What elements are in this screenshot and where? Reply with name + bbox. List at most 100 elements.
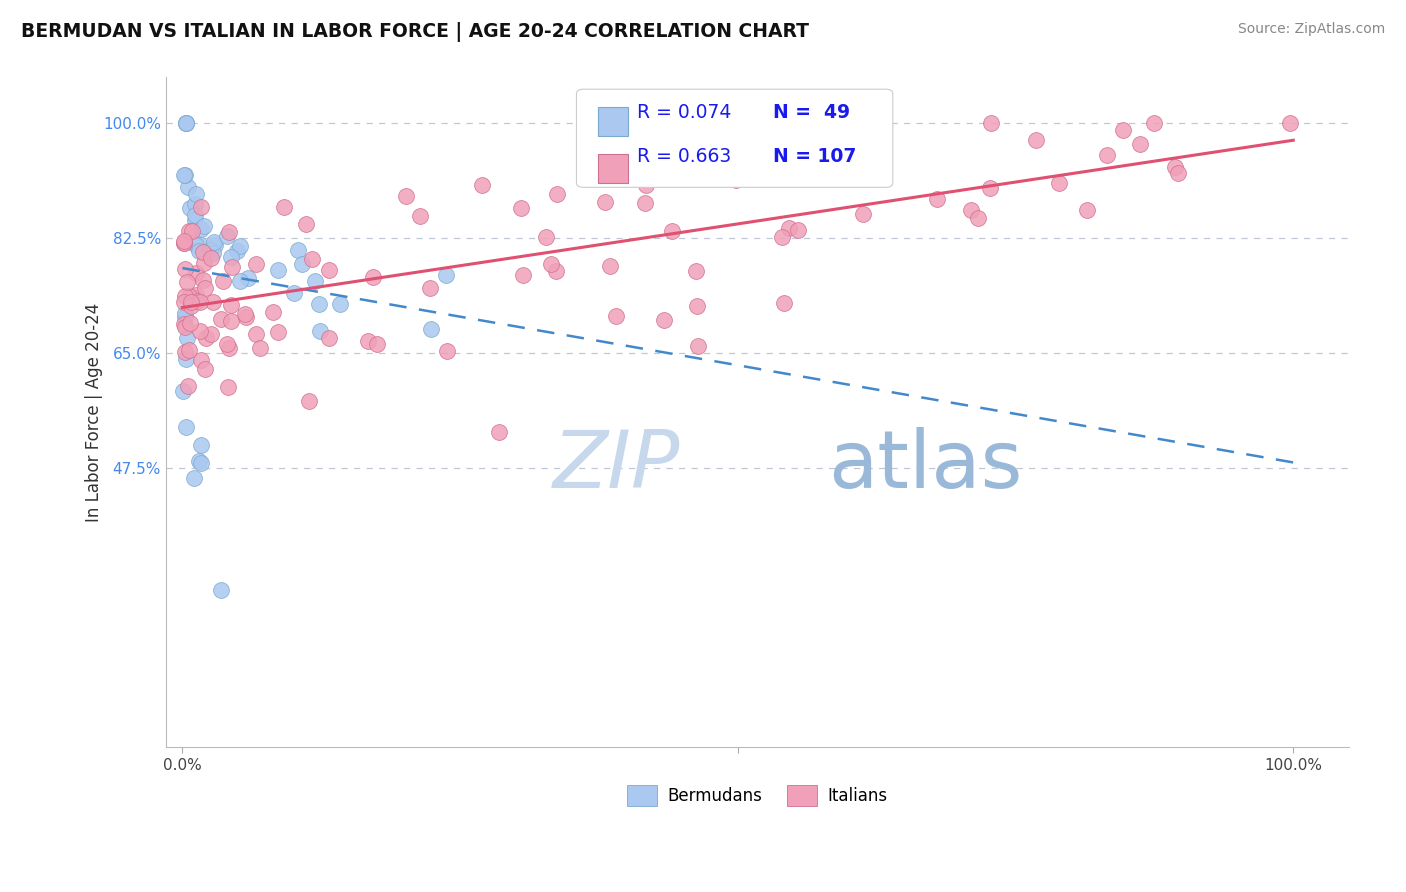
Point xyxy=(179,201,201,215)
Point xyxy=(1129,136,1152,151)
Point xyxy=(778,221,800,235)
Point xyxy=(177,180,200,194)
Point xyxy=(488,425,510,439)
Text: N = 107: N = 107 xyxy=(773,147,856,166)
Point xyxy=(183,470,205,484)
Point xyxy=(181,290,204,304)
Point xyxy=(200,327,222,342)
Point xyxy=(980,116,1002,130)
Point xyxy=(180,299,202,313)
Point xyxy=(960,202,983,217)
Point xyxy=(283,285,305,300)
Point xyxy=(966,211,988,226)
Point xyxy=(644,146,666,161)
Point xyxy=(174,344,197,359)
Point xyxy=(772,296,794,310)
Point xyxy=(190,324,212,338)
Point xyxy=(273,200,295,214)
Point xyxy=(193,219,215,233)
Point xyxy=(218,226,240,240)
Point xyxy=(235,310,257,325)
Point xyxy=(536,230,558,244)
Point xyxy=(249,341,271,355)
Point xyxy=(228,238,250,252)
Point xyxy=(852,159,875,173)
Point xyxy=(1279,116,1302,130)
Point xyxy=(181,224,204,238)
Point xyxy=(190,353,212,368)
Point xyxy=(1164,160,1187,174)
Point xyxy=(190,222,212,236)
Point xyxy=(209,312,232,326)
Point xyxy=(304,274,326,288)
Point xyxy=(509,201,531,215)
Point xyxy=(593,194,616,209)
Point xyxy=(174,116,197,130)
Point xyxy=(191,244,214,259)
Text: ZIP: ZIP xyxy=(553,427,681,505)
Point xyxy=(217,380,239,394)
Point xyxy=(298,393,321,408)
Point xyxy=(200,251,222,265)
Point xyxy=(188,244,211,258)
Point xyxy=(605,309,627,323)
Point xyxy=(979,181,1001,195)
Point xyxy=(221,251,243,265)
Point xyxy=(179,289,201,303)
Point xyxy=(512,268,534,282)
Point xyxy=(204,238,226,252)
Point xyxy=(219,298,242,312)
Point xyxy=(221,260,243,274)
Legend: Bermudans, Italians: Bermudans, Italians xyxy=(620,778,894,813)
Point xyxy=(173,320,195,334)
Point xyxy=(661,224,683,238)
Point xyxy=(172,384,194,398)
Point xyxy=(184,208,207,222)
Point xyxy=(174,310,197,324)
Point xyxy=(540,257,562,271)
Point xyxy=(174,261,197,276)
Point xyxy=(770,230,793,244)
Point xyxy=(202,235,225,249)
Point xyxy=(409,209,432,223)
Point xyxy=(186,238,208,252)
Point xyxy=(434,268,457,282)
Point xyxy=(357,334,380,348)
Point xyxy=(634,196,657,211)
Point xyxy=(686,299,709,313)
Point xyxy=(287,244,309,258)
Point xyxy=(1142,116,1164,130)
Point xyxy=(295,217,318,231)
Point xyxy=(1047,176,1070,190)
Point xyxy=(176,331,198,345)
Point xyxy=(217,337,239,351)
Point xyxy=(212,274,235,288)
Point xyxy=(724,173,747,187)
Point xyxy=(233,307,256,321)
Point xyxy=(546,264,568,278)
Point xyxy=(786,223,808,237)
Point xyxy=(395,189,418,203)
Point xyxy=(176,379,198,393)
Point xyxy=(436,343,458,358)
Point xyxy=(173,235,195,250)
Point xyxy=(198,244,221,258)
Point xyxy=(291,257,314,271)
Point xyxy=(685,264,707,278)
Point xyxy=(176,276,198,290)
Point xyxy=(177,343,200,357)
Point xyxy=(229,274,252,288)
Point xyxy=(190,456,212,470)
Point xyxy=(616,169,638,183)
Y-axis label: In Labor Force | Age 20-24: In Labor Force | Age 20-24 xyxy=(86,302,103,522)
Point xyxy=(186,186,208,201)
Point xyxy=(190,201,212,215)
Point xyxy=(245,256,267,270)
Point xyxy=(226,244,249,259)
Point xyxy=(215,229,238,244)
Point xyxy=(174,116,197,130)
Point xyxy=(179,317,201,331)
Point xyxy=(190,438,212,452)
Point xyxy=(329,296,352,310)
Point xyxy=(173,168,195,182)
